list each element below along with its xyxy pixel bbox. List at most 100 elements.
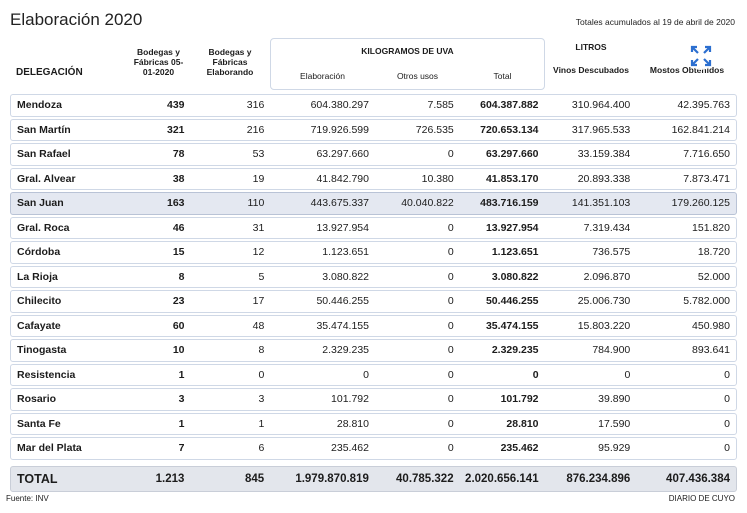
- total-cell: 1.213: [155, 472, 185, 485]
- table-cell: 101.792: [331, 393, 369, 406]
- table-cell: 310.964.400: [571, 99, 631, 112]
- table-row: Tinogasta 10 8 2.329.235 0 2.329.235 784.900 89…: [10, 339, 737, 362]
- table-cell: 28.810: [506, 417, 539, 430]
- table-cell: 12: [252, 246, 265, 259]
- table-cell: 736.575: [592, 246, 631, 259]
- column-header: Vinos Descubados: [553, 65, 629, 75]
- table-cell: 78: [172, 148, 185, 161]
- table-cell: 604.387.882: [480, 99, 539, 112]
- table-cell: 439: [166, 99, 185, 112]
- table-cell: Cafayate: [17, 319, 61, 332]
- table-cell: 216: [246, 123, 265, 136]
- table-cell: 1.123.651: [322, 246, 369, 259]
- table-cell: 1: [178, 368, 185, 381]
- column-header: Bodegas y Fábricas Elaborando: [206, 47, 254, 77]
- total-row: TOTAL 1.213 845 1.979.870.819 40.785.322 2.02…: [10, 465, 737, 492]
- table-cell: Rosario: [17, 393, 57, 406]
- table-cell: 25.006.730: [577, 295, 631, 308]
- table-cell: 18.720: [697, 246, 730, 259]
- table-cell: 31: [252, 221, 265, 234]
- table-row: Mar del Plata 7 6 235.462 0 235.462 95.929 0: [10, 437, 737, 460]
- total-cell: 1.979.870.819: [295, 472, 369, 485]
- table-cell: Mar del Plata: [17, 442, 82, 455]
- table-row: Gral. Roca 46 31 13.927.954 0 13.927.954 7.319…: [10, 216, 737, 239]
- table-cell: 0: [447, 270, 454, 283]
- table-cell: 35.474.155: [485, 319, 539, 332]
- table-cell: 40.040.822: [401, 197, 454, 210]
- table-cell: 163: [166, 197, 185, 210]
- table-row: San Martín 321 216 719.926.599 726.535 720.65…: [10, 118, 737, 141]
- table-cell: 0: [258, 368, 265, 381]
- table-cell: Santa Fe: [17, 417, 61, 430]
- table-cell: 893.641: [692, 344, 730, 357]
- table-cell: 46: [172, 221, 185, 234]
- group-header: KILOGRAMOS DE UVA: [361, 46, 454, 56]
- table-cell: 13.927.954: [485, 221, 539, 234]
- table-row: Santa Fe 1 1 28.810 0 28.810 17.590 0: [10, 412, 737, 435]
- table-cell: 8: [178, 270, 185, 283]
- table-cell: 141.351.103: [571, 197, 631, 210]
- table-cell: 50.446.255: [485, 295, 539, 308]
- table-cell: Mendoza: [17, 99, 62, 112]
- table-cell: 110: [247, 197, 265, 210]
- table-cell: 10.380: [421, 172, 454, 185]
- total-cell: 40.785.322: [396, 472, 454, 485]
- table-row: Rosario 3 3 101.792 0 101.792 39.890 0: [10, 388, 737, 411]
- table-row: Chilecito 23 17 50.446.255 0 50.446.255 25.006…: [10, 290, 737, 313]
- column-header: Elaboración: [300, 71, 345, 81]
- table-cell: 5: [258, 270, 265, 283]
- table-cell: 33.159.384: [577, 148, 631, 161]
- table-cell: 0: [532, 368, 539, 381]
- table-cell: Tinogasta: [17, 344, 67, 357]
- table-cell: San Martín: [17, 123, 71, 136]
- table-cell: 52.000: [697, 270, 730, 283]
- table-cell: 784.900: [592, 344, 631, 357]
- table-row: San Juan 163 110 443.675.337 40.040.822 483.7…: [10, 192, 737, 215]
- column-header: Otros usos: [396, 71, 439, 81]
- table-cell: 0: [447, 344, 454, 357]
- table-cell: 41.853.170: [485, 172, 539, 185]
- table-cell: Córdoba: [17, 246, 61, 259]
- table-cell: 42.395.763: [677, 99, 730, 112]
- table-cell: 28.810: [336, 417, 369, 430]
- table-cell: 0: [447, 246, 454, 259]
- table-cell: 17: [252, 295, 265, 308]
- table-cell: 15.803.220: [577, 319, 631, 332]
- table-cell: 0: [447, 442, 454, 455]
- expand-icon[interactable]: [682, 40, 720, 72]
- table-cell: 2.329.235: [322, 344, 369, 357]
- source: Fuente: INV: [6, 494, 49, 503]
- table-cell: 0: [724, 442, 730, 455]
- table-cell: 317.965.533: [571, 123, 631, 136]
- table-row: San Rafael 78 53 63.297.660 0 63.297.660 33.15…: [10, 143, 737, 166]
- table-cell: 17.590: [598, 417, 631, 430]
- table-cell: 719.926.599: [310, 123, 369, 136]
- table-row: Gral. Alvear 38 19 41.842.790 10.380 41.853.1…: [10, 167, 737, 190]
- table-cell: Chilecito: [17, 295, 62, 308]
- table-cell: 0: [447, 393, 454, 406]
- table-body: Mendoza 439 316 604.380.297 7.585 604.387.882…: [10, 94, 737, 492]
- table-cell: 1: [258, 417, 265, 430]
- table-cell: 23: [172, 295, 185, 308]
- table-cell: 101.792: [500, 393, 539, 406]
- table-cell: 41.842.790: [316, 172, 369, 185]
- table-cell: 7.319.434: [583, 221, 631, 234]
- table-cell: 0: [447, 295, 454, 308]
- total-cell: TOTAL: [17, 471, 58, 486]
- column-header: Mostos Obtenidos: [649, 65, 725, 75]
- table-cell: 3: [178, 393, 185, 406]
- table-cell: 3.080.822: [491, 270, 539, 283]
- table-header: KILOGRAMOS DE UVA LITROS DELEGACIÓN Bodegas…: [10, 38, 737, 92]
- table-cell: 53: [252, 148, 265, 161]
- table-cell: Resistencia: [17, 368, 76, 381]
- table-cell: 15: [172, 246, 185, 259]
- table-cell: 1: [178, 417, 185, 430]
- note: Totales acumulados al 19 de abril de 202…: [575, 17, 735, 27]
- table-cell: 0: [447, 417, 454, 430]
- table-cell: 60: [172, 319, 185, 332]
- group-header: LITROS: [575, 42, 607, 52]
- table-cell: 0: [447, 148, 454, 161]
- table-cell: 0: [724, 393, 730, 406]
- column-header: DELEGACIÓN: [16, 67, 83, 78]
